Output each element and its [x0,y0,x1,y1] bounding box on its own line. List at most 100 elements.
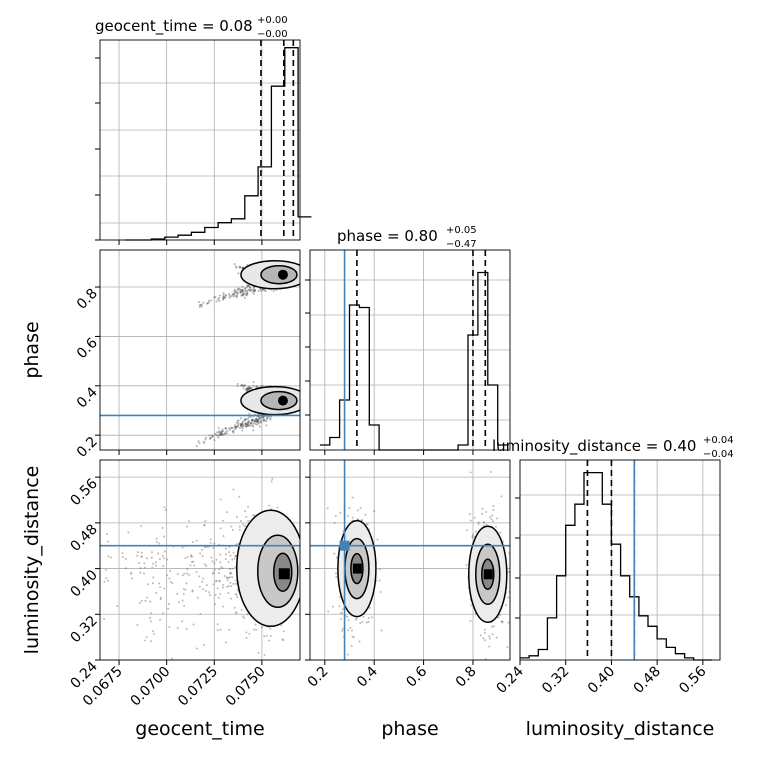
sample-point [246,423,249,426]
sample-point [244,422,247,425]
sample-point [240,424,243,427]
sample-point [261,626,264,629]
sample-point [226,579,229,582]
sample-point [254,419,257,422]
sample-point [235,425,238,428]
sample-point [255,385,258,388]
sample-point [367,617,370,620]
sample-point [161,526,164,529]
sample-point [255,420,258,423]
sample-point [105,577,108,580]
sample-point [239,266,242,269]
sample-point [218,579,221,582]
sample-point [227,585,230,588]
sample-point [256,419,259,422]
sample-point [195,539,198,542]
sample-point [210,556,213,559]
sample-point [241,429,244,432]
sample-point [218,434,221,437]
sample-point [246,285,249,288]
sample-point [163,535,166,538]
contour-peak [277,269,288,280]
sample-point [224,296,227,299]
sample-point [465,564,468,567]
sample-point [239,288,242,291]
sample-point [226,429,229,432]
sample-point [235,421,238,424]
sample-point [222,294,225,297]
sample-point [209,541,212,544]
sample-point [155,537,158,540]
sample-point [368,606,371,609]
sample-point [335,576,338,579]
sample-point [186,555,189,558]
sample-point [253,419,256,422]
sample-point [265,418,268,421]
sample-point [198,585,201,588]
sample-point [214,580,217,583]
sample-point [218,568,221,571]
sample-point [185,582,188,585]
sample-point [251,419,254,422]
sample-point [247,288,250,291]
sample-point [252,288,255,291]
sample-point [241,294,244,297]
sample-point [237,425,240,428]
sample-point [234,265,237,268]
sample-point [280,624,283,627]
contour-peak [483,569,493,580]
sample-point [230,585,233,588]
phase-title-sub: −0.47 [446,239,477,250]
sample-point [221,433,224,436]
luminosity-vs-phase-frame [309,459,511,661]
sample-point [367,621,370,624]
sample-point [209,538,212,541]
truth-marker [339,540,350,551]
sample-point [212,583,215,586]
sample-point [263,653,266,656]
sample-point [202,440,205,443]
sample-point [380,629,383,632]
sample-point [239,291,242,294]
sample-point [219,433,222,436]
sample-point [491,520,494,523]
sample-point [247,424,250,427]
sample-point [501,621,504,624]
sample-point [233,428,236,431]
sample-point [259,421,262,424]
sample-point [231,576,234,579]
sample-point [242,290,245,293]
y-axis-label-phase: phase [21,321,43,378]
sample-point [348,507,351,510]
sample-point [241,422,244,425]
sample-point [171,582,174,585]
sample-point [489,516,492,519]
sample-point [249,387,252,390]
sample-point [158,582,161,585]
sample-point [256,418,259,421]
sample-point [259,421,262,424]
sample-point [136,624,139,627]
sample-point [252,425,255,428]
sample-point [237,272,240,275]
sample-point [261,416,264,419]
sample-point [155,540,158,543]
sample-point [222,535,225,538]
sample-point [485,523,488,526]
sample-point [499,531,502,534]
sample-point [219,593,222,596]
sample-point [221,433,224,436]
sample-point [248,286,251,289]
sample-point [246,613,249,616]
sample-point [243,296,246,299]
sample-point [159,618,162,621]
sample-point [485,658,488,660]
sample-point [239,291,242,294]
sample-point [492,625,495,628]
sample-point [237,542,240,545]
sample-point [152,633,155,636]
sample-point [346,653,349,656]
sample-point [255,423,258,426]
sample-point [207,299,210,302]
sample-point [146,596,149,599]
